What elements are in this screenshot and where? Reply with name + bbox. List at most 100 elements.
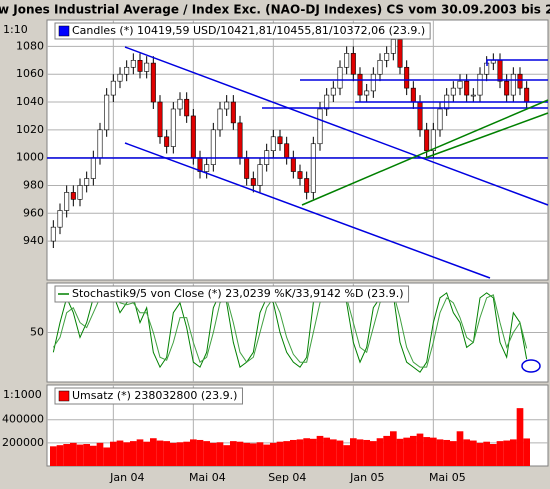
volume-bar <box>63 444 70 466</box>
volume-bar <box>376 438 384 466</box>
volume-bar <box>523 438 530 466</box>
volume-bar <box>310 438 317 466</box>
volume-bar <box>243 442 250 466</box>
volume-bar <box>210 442 217 466</box>
candle-body <box>137 60 143 72</box>
y-tick-label: 1040 <box>16 95 44 108</box>
legend-box <box>54 285 410 303</box>
candle-body <box>304 178 310 193</box>
candle-body <box>497 60 503 82</box>
candle-body <box>430 129 436 151</box>
volume-bar <box>150 438 157 466</box>
candle-body <box>450 87 456 96</box>
volume-bar <box>263 444 270 466</box>
volume-bar <box>103 447 110 466</box>
volume-bar <box>336 440 344 466</box>
volume-bar <box>130 441 137 466</box>
volume-bar <box>383 435 390 466</box>
candle-body <box>404 66 410 89</box>
candle-body <box>317 108 323 145</box>
volume-bar <box>250 443 257 466</box>
volume-bar <box>276 441 284 466</box>
candle-body <box>164 136 170 147</box>
scale-label: 1:1000 <box>3 388 42 401</box>
candle-body <box>284 143 290 158</box>
candle-body <box>350 53 356 75</box>
candle-body <box>390 39 396 54</box>
candle-body <box>184 98 190 117</box>
legend-label: Candles (*) 10419,59 USD/10421,81/10455,… <box>72 24 425 37</box>
volume-bar <box>156 440 164 466</box>
volume-bar <box>123 442 130 466</box>
volume-bar <box>50 446 57 466</box>
candle-body <box>417 101 423 131</box>
y-tick-label: 1020 <box>16 123 44 136</box>
volume-bar <box>76 444 84 466</box>
candle-body <box>244 157 250 179</box>
candle-body <box>257 164 263 186</box>
candle-body <box>297 171 303 179</box>
x-tick-label: Sep 04 <box>268 471 306 484</box>
volume-bar <box>370 441 377 466</box>
candle-body <box>124 66 130 75</box>
candle-body <box>504 80 510 96</box>
y-tick-label: 940 <box>23 234 44 247</box>
volume-bar <box>96 442 104 466</box>
candle-body <box>177 98 183 110</box>
candle-body <box>250 178 256 186</box>
candle-body <box>237 122 243 158</box>
candle-body <box>84 178 90 186</box>
candle-body <box>90 157 96 179</box>
volume-bar <box>363 439 370 466</box>
volume-bar <box>143 441 150 466</box>
candle-body <box>410 87 416 103</box>
candle-body <box>144 62 150 72</box>
volume-bar <box>323 437 330 466</box>
candle-body <box>437 108 443 131</box>
scale-label: 1:10 <box>3 23 28 36</box>
volume-bar <box>470 440 477 466</box>
volume-bar <box>116 440 124 466</box>
candle-body <box>157 101 163 138</box>
volume-bar <box>456 431 464 466</box>
volume-bar <box>56 445 64 466</box>
volume-bar <box>270 442 277 466</box>
candle-body <box>64 192 70 211</box>
y-tick-label: 50 <box>30 326 44 339</box>
volume-bar <box>176 442 184 466</box>
trendline <box>301 99 549 206</box>
volume-bar <box>483 441 490 466</box>
legend-box <box>54 22 431 40</box>
volume-bar <box>163 441 170 466</box>
volume-bar <box>390 431 397 466</box>
volume-bar <box>463 439 470 466</box>
volume-bar <box>70 442 77 466</box>
candle-body <box>50 226 56 242</box>
highlight-circle <box>521 359 541 373</box>
volume-bar <box>170 442 177 466</box>
candle-body <box>337 66 343 89</box>
candle-body <box>190 115 196 158</box>
candle-body <box>117 73 123 82</box>
candle-body <box>470 94 476 97</box>
candle-body <box>57 210 63 228</box>
volume-bar <box>510 439 517 466</box>
candle-body <box>310 143 316 193</box>
volume-bar <box>303 438 310 466</box>
volume-bar <box>316 435 324 466</box>
candle-body <box>324 94 330 110</box>
y-tick-label: 980 <box>23 178 44 191</box>
volume-bar <box>423 437 430 466</box>
x-tick-label: Mai 05 <box>429 471 466 484</box>
candle-body <box>104 94 110 131</box>
candle-body <box>224 101 230 110</box>
trendline <box>424 112 549 159</box>
volume-bar <box>443 439 450 466</box>
candle-body <box>150 62 156 103</box>
x-tick-label: Mai 04 <box>189 471 226 484</box>
volume-bar <box>503 440 510 466</box>
y-tick-label: 960 <box>23 206 44 219</box>
candle-body <box>517 73 523 89</box>
volume-bar <box>436 439 444 466</box>
